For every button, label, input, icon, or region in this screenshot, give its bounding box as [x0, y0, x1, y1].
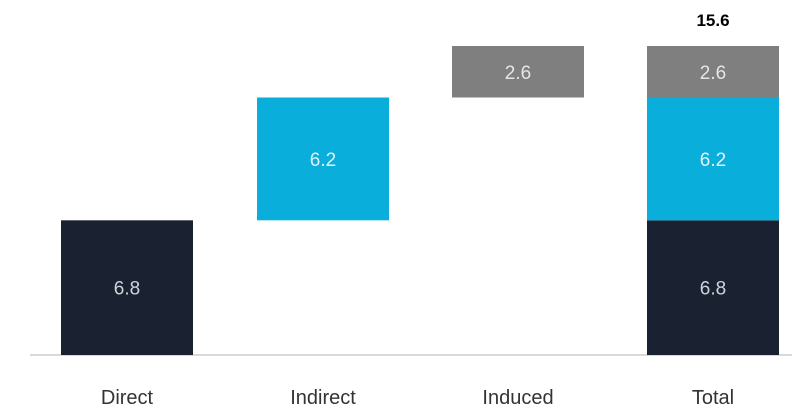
bar-induced-segment-2: [452, 46, 584, 98]
value-label-total-1: 6.2: [700, 150, 726, 171]
total-value-label: 15.6: [696, 11, 729, 30]
category-labels: Direct Indirect Induced Total: [101, 387, 734, 409]
bar-total-segment-1: [647, 97, 779, 221]
value-label-direct-0: 6.8: [114, 279, 140, 300]
bar-direct-segment-0: [61, 220, 193, 355]
category-label-induced: Induced: [482, 387, 553, 409]
segment-value-labels: 6.8 6.2 2.6 6.8 6.2 2.6: [114, 63, 726, 300]
bar-indirect-segment-1: [257, 97, 389, 221]
bar-total-segment-2: [647, 46, 779, 98]
category-label-direct: Direct: [101, 387, 154, 409]
value-label-total-2: 2.6: [700, 63, 726, 84]
category-label-total: Total: [692, 387, 734, 409]
bar-segments: [61, 46, 779, 355]
value-label-indirect-1: 6.2: [310, 150, 336, 171]
value-label-total-0: 6.8: [700, 279, 726, 300]
value-label-induced-2: 2.6: [505, 63, 531, 84]
bar-total-segment-0: [647, 220, 779, 355]
category-label-indirect: Indirect: [290, 387, 356, 409]
